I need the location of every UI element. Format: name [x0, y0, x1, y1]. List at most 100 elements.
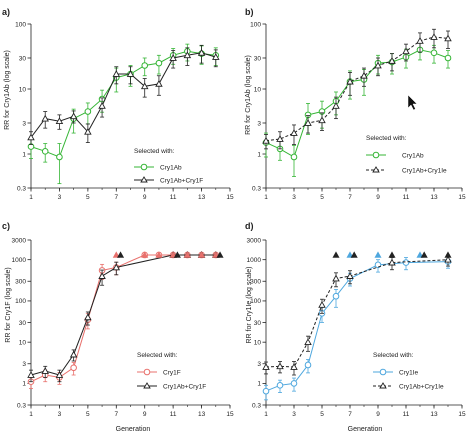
censored-value-marker	[350, 251, 358, 258]
series-2-point	[416, 36, 424, 44]
y-tick-label: 0.3	[252, 185, 261, 192]
x-tick-label: 5	[320, 411, 324, 418]
series-2-point	[290, 129, 298, 136]
series-1-point	[290, 380, 298, 387]
series-2-point	[112, 70, 121, 77]
series-2-point	[444, 255, 452, 263]
x-tick-label: 1	[29, 411, 33, 418]
series-2-point	[98, 272, 106, 279]
x-tick-label: 11	[403, 411, 410, 418]
series-2-point	[304, 338, 312, 346]
x-tick-label: 11	[403, 194, 410, 201]
series-1-point	[262, 387, 270, 395]
series-2-point	[155, 79, 163, 87]
legend: Selected with: Cry1Ab Cry1Ab+Cry1F	[134, 148, 203, 185]
series-2-point	[41, 114, 49, 122]
y-tick-label: 10	[19, 339, 27, 346]
series-2-point	[197, 48, 206, 56]
legend-marker-series-2	[140, 176, 148, 183]
x-tick-label: 5	[320, 194, 324, 201]
panel-label: c)	[2, 221, 10, 231]
series-2-point	[98, 101, 106, 109]
series-1-point	[332, 292, 340, 300]
series-2-point	[55, 371, 64, 378]
series-2-point	[318, 301, 326, 308]
series-1-point	[430, 49, 438, 57]
y-tick-label: 3	[257, 361, 261, 368]
x-tick-label: 7	[114, 194, 118, 201]
series-2-point	[27, 133, 35, 141]
series-2-point	[69, 350, 78, 358]
legend-label-series-2: Cry1Ab+Cry1Ie	[399, 384, 444, 391]
censored-value-marker	[444, 251, 452, 258]
legend-title: Selected with:	[137, 352, 178, 359]
censored-value-marker	[169, 251, 177, 258]
censored-value-marker	[216, 251, 224, 258]
legend-title: Selected with:	[373, 352, 414, 359]
series-2-point	[304, 119, 312, 126]
series-1-point	[304, 361, 312, 369]
x-tick-label: 15	[458, 194, 466, 201]
x-tick-label: 7	[348, 194, 352, 201]
y-tick-label: 30	[254, 55, 262, 62]
series-2-line	[30, 254, 216, 376]
legend-label-series-2: Cry1Ab+Cry1F	[163, 384, 206, 391]
x-axis-label: Generation	[348, 426, 383, 433]
y-tick-label: 30	[19, 320, 27, 327]
y-tick-label: 100	[250, 298, 261, 305]
series-1-point	[84, 108, 92, 115]
series-1-line	[265, 261, 449, 392]
legend-label-series-2: Cry1Ab+Cry1Ie	[402, 168, 447, 175]
x-tick-label: 11	[170, 194, 177, 201]
series-2-point	[374, 61, 382, 69]
x-tick-label: 15	[226, 411, 234, 418]
series-1-point	[276, 382, 284, 389]
y-tick-label: 0.3	[252, 402, 261, 409]
legend-marker-series-2	[379, 382, 387, 389]
x-axis-label: Generation	[116, 426, 151, 433]
panel-c: c) RR for Cry1F (log scale) Generation 1…	[2, 221, 234, 433]
x-tick-label: 3	[292, 411, 296, 418]
series-2-point	[112, 263, 121, 271]
mouse-cursor-icon	[407, 94, 418, 111]
series-1-point	[444, 54, 452, 62]
y-tick-label: 10	[254, 339, 262, 346]
censored-value-marker	[198, 251, 206, 258]
y-tick-label: 30	[19, 55, 27, 62]
x-tick-label: 3	[58, 194, 62, 201]
x-tick-label: 9	[143, 411, 147, 418]
y-axis-label: RR for Cry1F (log scale)	[5, 267, 12, 342]
series-2-point	[388, 258, 396, 266]
x-tick-label: 7	[348, 411, 352, 418]
series-1-line	[265, 49, 449, 158]
series-2-point	[140, 82, 149, 90]
series-1-point	[41, 148, 49, 155]
series-1-point	[402, 259, 410, 266]
series-2-point	[430, 33, 438, 40]
censored-value-marker	[332, 251, 340, 258]
x-tick-label: 15	[226, 194, 234, 201]
y-tick-label: 3	[22, 120, 26, 127]
series-2-point	[290, 363, 298, 370]
censored-value-marker	[346, 251, 354, 258]
legend-marker-series-1	[372, 151, 380, 159]
x-tick-label: 5	[86, 194, 90, 201]
legend: Selected with: Cry1Ab Cry1Ab+Cry1Ie	[366, 135, 447, 175]
x-tick-label: 9	[376, 194, 380, 201]
x-tick-label: 7	[114, 411, 118, 418]
series-2-point	[183, 51, 192, 59]
y-tick-label: 0.3	[17, 185, 26, 192]
x-tick-label: 5	[86, 411, 90, 418]
legend-marker-series-2	[372, 166, 380, 173]
y-tick-label: 10	[254, 86, 262, 93]
censored-value-marker	[212, 251, 220, 258]
legend-label-series-2: Cry1Ab+Cry1F	[160, 178, 203, 185]
legend-marker-series-2	[143, 382, 151, 389]
censored-value-marker	[374, 251, 382, 258]
panel-label: a)	[2, 7, 10, 17]
series-2-point	[262, 136, 270, 144]
